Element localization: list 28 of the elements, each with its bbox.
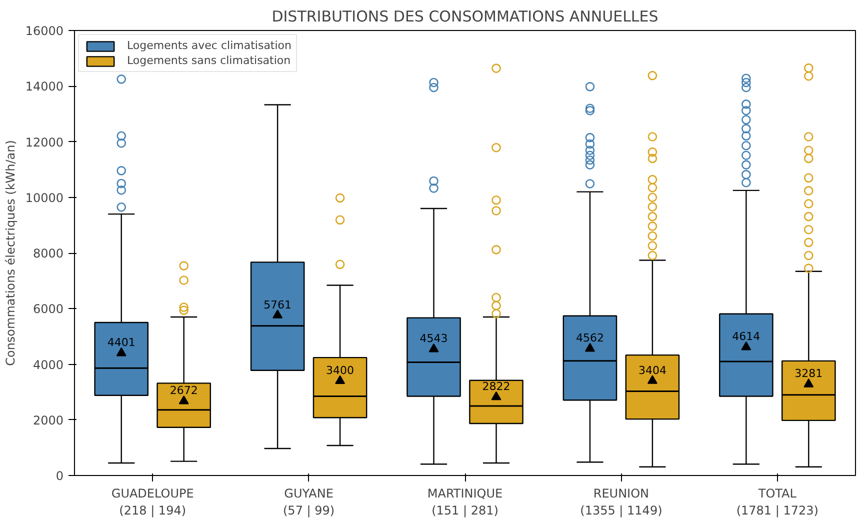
y-tick-label: 16000	[25, 24, 64, 38]
y-tick-label: 8000	[32, 246, 64, 260]
chart-title: DISTRIBUTIONS DES CONSOMMATIONS ANNUELLES	[272, 8, 658, 26]
y-tick-label: 14000	[25, 80, 64, 94]
legend-label: Logements avec climatisation	[127, 39, 292, 52]
y-tick-label: 4000	[32, 358, 64, 372]
text: 2822	[482, 380, 510, 394]
y-axis-title: Consommations électriques (kWh/an)	[3, 140, 18, 366]
x-tick-label: GUADELOUPE (218 | 194)	[111, 486, 194, 518]
legend-label: Logements sans climatisation	[127, 54, 291, 67]
text: 3281	[794, 367, 823, 380]
y-tick-label: 0	[56, 469, 64, 483]
x-tick-label: MARTINIQUE (151 | 281)	[427, 486, 503, 518]
x-tick-label: GUYANE (57 | 99)	[283, 486, 335, 518]
y-tick-label: 2000	[32, 413, 64, 428]
y-tick-label: 10000	[25, 190, 64, 205]
text: 2672	[170, 384, 198, 398]
text: 3404	[638, 364, 666, 377]
y-tick-label: 12000	[25, 135, 64, 150]
x-tick-label: REUNION (1355 | 1149)	[580, 486, 662, 518]
text: 5761	[264, 298, 292, 312]
text: 4562	[576, 332, 604, 345]
text: 3400	[326, 364, 354, 377]
x-tick-label: TOTAL (1781 | 1723)	[736, 486, 818, 518]
y-tick-label: 6000	[32, 302, 64, 316]
text: 4543	[420, 332, 448, 346]
text: 4614	[732, 330, 760, 344]
text: 4401	[107, 336, 136, 350]
